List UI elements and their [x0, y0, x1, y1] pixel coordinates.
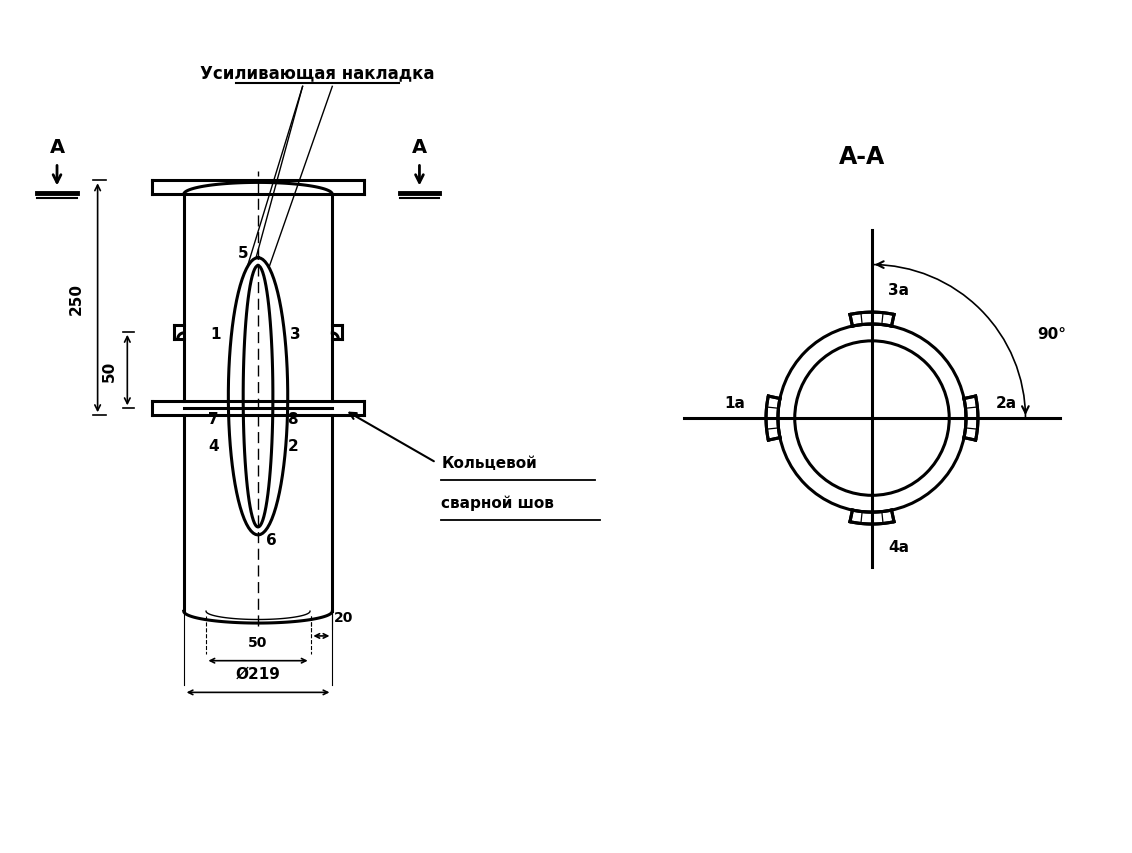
Text: 8: 8	[288, 411, 298, 426]
Text: 20: 20	[334, 611, 353, 624]
Text: 4: 4	[208, 438, 218, 454]
Text: 3а: 3а	[887, 283, 909, 298]
Text: 1: 1	[211, 327, 221, 342]
Text: 50: 50	[102, 360, 117, 381]
Text: А-А: А-А	[839, 144, 885, 168]
Polygon shape	[850, 313, 894, 327]
Text: 2: 2	[288, 438, 298, 454]
Text: Ø219: Ø219	[235, 665, 281, 681]
Text: 5: 5	[238, 246, 249, 261]
Text: 4а: 4а	[887, 539, 909, 554]
Text: 2а: 2а	[996, 395, 1017, 410]
Text: 6: 6	[266, 533, 276, 548]
Text: А: А	[412, 137, 427, 156]
Polygon shape	[766, 397, 780, 441]
Text: 250: 250	[68, 282, 84, 315]
Text: 3: 3	[290, 327, 301, 342]
Text: 90°: 90°	[1037, 327, 1066, 342]
Polygon shape	[850, 510, 894, 525]
Text: Кольцевой: Кольцевой	[441, 456, 537, 471]
Text: сварной шов: сварной шов	[441, 495, 554, 510]
Text: 50: 50	[248, 635, 268, 649]
Text: 7: 7	[208, 411, 218, 426]
Text: А: А	[50, 137, 65, 156]
Polygon shape	[964, 397, 978, 441]
Text: 1а: 1а	[724, 395, 745, 410]
Text: Усиливающая накладка: Усиливающая накладка	[200, 64, 435, 82]
